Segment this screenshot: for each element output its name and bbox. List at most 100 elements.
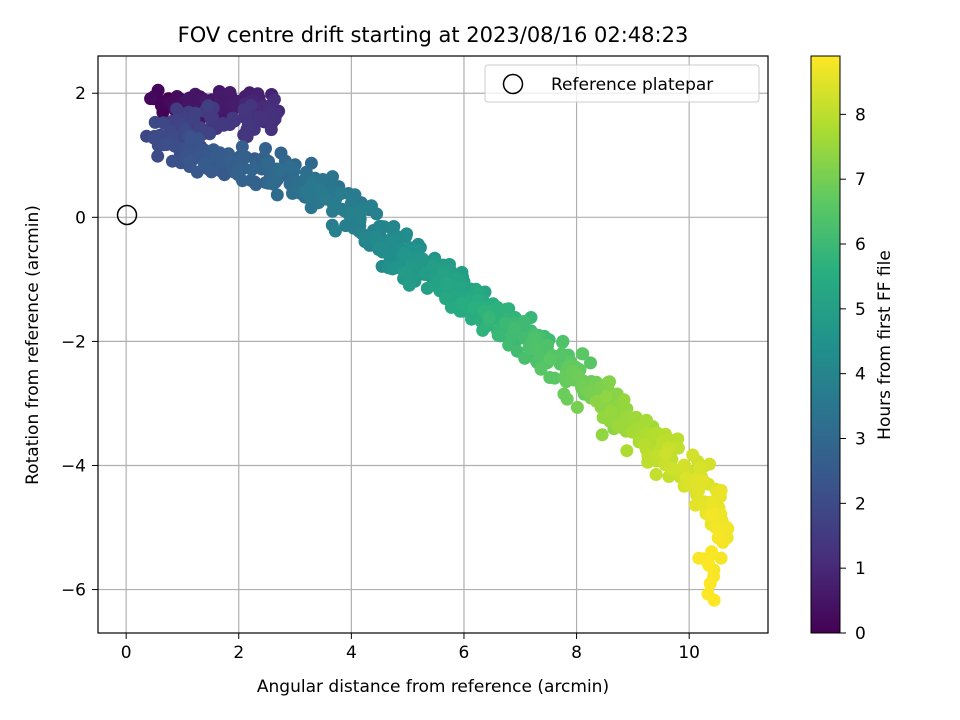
data-point [528, 331, 542, 345]
data-point [399, 265, 413, 279]
x-axis-label: Angular distance from reference (arcmin) [257, 677, 609, 697]
data-point [686, 448, 700, 462]
data-point [678, 459, 692, 473]
data-point [705, 507, 719, 521]
legend-label: Reference platepar [551, 75, 713, 95]
data-point [148, 115, 162, 129]
data-point [400, 227, 414, 241]
colorbar-ticks: 0 1 2 3 4 5 6 7 8 [840, 105, 866, 644]
colorbar-tick-label: 4 [855, 365, 866, 385]
data-point [507, 321, 521, 335]
data-point [249, 178, 263, 192]
data-point [387, 233, 400, 247]
data-point [187, 132, 201, 146]
data-point [604, 404, 618, 418]
data-point [534, 362, 548, 376]
x-tick-label: 6 [459, 643, 470, 663]
plot-frame [97, 55, 769, 634]
data-point [236, 174, 249, 188]
data-point [165, 154, 179, 168]
data-point [555, 347, 569, 361]
data-point [316, 173, 330, 186]
data-point [637, 438, 651, 452]
data-point [183, 154, 197, 168]
x-tick-label: 4 [346, 643, 357, 663]
data-point [548, 371, 562, 385]
y-axis-label: Rotation from reference (arcmin) [23, 205, 43, 485]
data-point [318, 192, 332, 206]
data-point [240, 130, 254, 144]
x-tick-label: 10 [678, 643, 700, 663]
y-tick-label: −2 [61, 332, 86, 352]
data-point [151, 83, 165, 97]
data-point [711, 531, 725, 545]
data-point [328, 224, 342, 238]
data-point [659, 447, 673, 461]
data-point [518, 351, 532, 365]
data-point [334, 186, 348, 200]
data-points [140, 83, 735, 607]
y-tick-label: −4 [61, 456, 86, 476]
data-point [440, 277, 454, 291]
data-point [576, 347, 590, 361]
data-point [617, 393, 631, 407]
data-point [198, 157, 212, 171]
data-point [517, 315, 531, 328]
data-point [259, 142, 272, 155]
y-tick-label: 0 [75, 208, 86, 228]
data-point [713, 486, 727, 500]
data-point [603, 375, 616, 389]
legend: Reference platepar [484, 64, 760, 103]
data-point [482, 311, 496, 325]
data-point [560, 392, 574, 406]
data-point [223, 86, 237, 99]
data-point [328, 198, 342, 212]
data-point [217, 168, 231, 182]
data-point [705, 495, 719, 509]
y-axis-ticks: −6 −4 −2 0 2 [61, 84, 98, 601]
data-point [353, 212, 367, 226]
data-point [649, 468, 663, 481]
data-point [241, 118, 255, 132]
y-tick-label: 2 [75, 84, 86, 104]
colorbar-tick-label: 8 [855, 105, 866, 125]
chart-title: FOV centre drift starting at 2023/08/16 … [178, 23, 689, 47]
data-point [245, 163, 259, 177]
colorbar [810, 55, 841, 634]
colorbar-tick-label: 1 [855, 559, 866, 579]
data-point [151, 149, 165, 163]
x-tick-label: 2 [233, 643, 244, 663]
data-point [264, 176, 278, 190]
x-axis-ticks: 0 2 4 6 8 10 [121, 633, 700, 663]
data-point [272, 163, 286, 177]
data-point [203, 127, 217, 141]
data-point [544, 352, 557, 366]
data-point [696, 474, 710, 488]
data-point [556, 335, 569, 349]
legend-marker [502, 73, 524, 95]
data-point [235, 140, 249, 154]
data-point [570, 400, 584, 414]
data-point [671, 441, 685, 455]
data-point [595, 428, 609, 442]
data-point [499, 302, 513, 316]
colorbar-tick-label: 6 [855, 235, 866, 255]
x-tick-label: 0 [121, 643, 132, 663]
x-tick-label: 8 [571, 643, 582, 663]
data-point [144, 92, 158, 106]
data-point [253, 111, 267, 125]
y-tick-label: −6 [61, 581, 86, 601]
data-point [397, 246, 411, 260]
data-point [599, 390, 613, 404]
data-point [402, 278, 416, 292]
data-point [629, 410, 643, 424]
data-point [283, 160, 297, 174]
data-point [454, 296, 468, 310]
colorbar-tick-label: 3 [855, 430, 866, 450]
data-point [270, 188, 284, 202]
data-point [264, 110, 278, 124]
data-point [692, 551, 706, 565]
data-point [355, 202, 369, 216]
data-point [237, 103, 251, 117]
data-point [467, 301, 480, 315]
